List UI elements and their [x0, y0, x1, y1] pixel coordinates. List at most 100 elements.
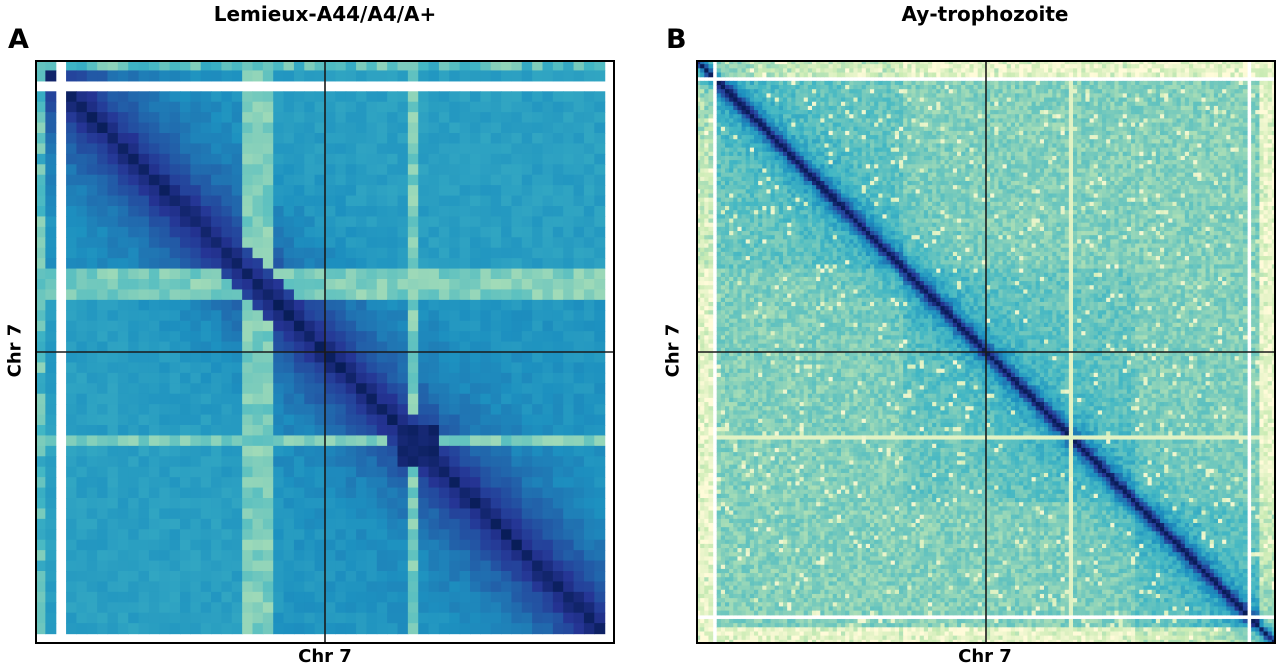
heatmap-cell	[97, 591, 109, 603]
heatmap-cell	[200, 518, 212, 530]
heatmap-cell	[594, 539, 606, 551]
heatmap-cell	[841, 122, 846, 128]
heatmap-cell	[200, 425, 212, 437]
heatmap-cell	[97, 320, 109, 332]
heatmap-cell	[807, 64, 813, 69]
heatmap-cell	[418, 456, 430, 468]
heatmap-cell	[807, 89, 813, 94]
heatmap-cell	[1010, 122, 1016, 128]
heatmap-cell	[1114, 80, 1120, 86]
heatmap-cell	[583, 498, 595, 510]
heatmap-cell	[376, 623, 388, 635]
heatmap-cell	[221, 425, 233, 437]
heatmap-cell	[211, 372, 223, 384]
heatmap-cell	[273, 112, 285, 124]
heatmap-cell	[211, 112, 223, 124]
heatmap-cell	[828, 97, 834, 103]
heatmap-cell	[449, 70, 461, 82]
heatmap-cell	[387, 352, 399, 364]
heatmap-cell	[107, 414, 119, 426]
heatmap-cell	[169, 518, 181, 530]
heatmap-cell	[733, 110, 739, 115]
heatmap-cell	[874, 114, 879, 119]
heatmap-cell	[1267, 114, 1273, 119]
heatmap-cell	[1271, 114, 1276, 119]
heatmap-cell	[459, 279, 471, 291]
heatmap-cell	[542, 425, 554, 437]
heatmap-cell	[1151, 118, 1157, 124]
heatmap-cell	[159, 623, 171, 635]
heatmap-cell	[1068, 68, 1074, 74]
heatmap-cell	[981, 110, 987, 115]
heatmap-cell	[807, 118, 813, 124]
heatmap-cell	[345, 466, 357, 478]
heatmap-cell	[252, 581, 264, 593]
heatmap-cell	[1073, 93, 1078, 99]
heatmap-cell	[490, 299, 502, 311]
heatmap-cell	[1122, 89, 1128, 94]
heatmap-cell	[107, 404, 119, 416]
heatmap-cell	[787, 122, 792, 128]
heatmap-cell	[853, 60, 859, 65]
heatmap-cell	[490, 258, 502, 270]
heatmap-cell	[521, 466, 533, 478]
heatmap-cell	[501, 466, 513, 478]
heatmap-cell	[816, 64, 821, 69]
heatmap-cell	[940, 101, 946, 107]
heatmap-cell	[936, 89, 942, 94]
heatmap-cell	[459, 310, 471, 322]
heatmap-cell	[1060, 105, 1066, 111]
heatmap-cell	[919, 93, 925, 99]
heatmap-cell	[1259, 89, 1265, 94]
heatmap-cell	[1197, 105, 1203, 111]
heatmap-cell	[304, 518, 316, 530]
heatmap-cell	[1039, 122, 1045, 128]
heatmap-cell	[894, 97, 900, 103]
heatmap-cell	[501, 289, 513, 301]
heatmap-cell	[940, 97, 946, 103]
heatmap-cell	[107, 153, 119, 165]
heatmap-cell	[1081, 114, 1087, 119]
heatmap-cell	[407, 195, 419, 207]
heatmap-cell	[720, 122, 726, 128]
heatmap-cell	[878, 97, 884, 103]
heatmap-cell	[1097, 105, 1103, 111]
heatmap-cell	[511, 320, 523, 332]
heatmap-cell	[459, 591, 471, 603]
heatmap-cell	[820, 105, 826, 111]
heatmap-cell	[148, 122, 160, 134]
heatmap-cell	[262, 498, 274, 510]
heatmap-cell	[325, 602, 336, 614]
heatmap-cell	[1027, 122, 1033, 128]
heatmap-cell	[293, 560, 305, 572]
heatmap-cell	[117, 466, 129, 478]
heatmap-cell	[304, 174, 316, 186]
heatmap-cell	[293, 143, 305, 155]
heatmap-cell	[86, 268, 98, 280]
heatmap-cell	[97, 122, 109, 134]
heatmap-cell	[117, 623, 129, 635]
heatmap-cell	[944, 89, 950, 94]
heatmap-cell	[552, 153, 564, 165]
heatmap-cell	[387, 456, 399, 468]
heatmap-cell	[754, 110, 759, 115]
heatmap-cell	[128, 529, 140, 541]
heatmap-cell	[335, 602, 347, 614]
heatmap-cell	[911, 110, 917, 115]
heatmap-cell	[283, 164, 295, 176]
heatmap-cell	[490, 185, 502, 197]
heatmap-cell	[741, 101, 747, 107]
heatmap-cell	[563, 602, 575, 614]
heatmap-cell	[1135, 85, 1140, 90]
heatmap-cell	[583, 518, 595, 530]
heatmap-cell	[1230, 68, 1236, 74]
heatmap-cell	[1077, 122, 1082, 128]
heatmap-cell	[874, 101, 879, 107]
heatmap-cell	[200, 143, 212, 155]
heatmap-cell	[907, 118, 913, 124]
heatmap-cell	[720, 114, 726, 119]
heatmap-cell	[857, 93, 863, 99]
heatmap-cell	[480, 153, 492, 165]
heatmap-cell	[397, 560, 409, 572]
heatmap-cell	[583, 112, 595, 124]
